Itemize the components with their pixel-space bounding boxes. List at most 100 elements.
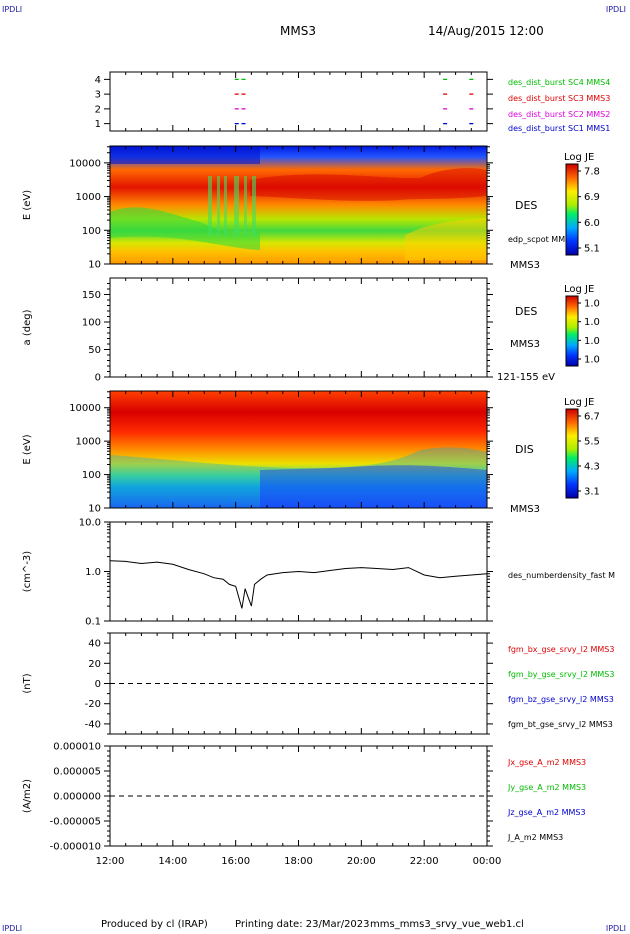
pitch-angle-colorbar-tick-label: 1.0 (584, 299, 600, 310)
des-spectrogram-band (250, 168, 487, 201)
des-colorbar (565, 163, 579, 256)
corner-label-br: IPDLI (605, 924, 626, 933)
des-colorbar-tick-label: 6.0 (584, 218, 600, 229)
dis-colorbar-tick-label: 5.5 (584, 437, 600, 448)
des-spectrogram-band (110, 146, 260, 164)
pitch-angle-colorbar-title: Log JE (564, 284, 594, 295)
des-energy-tick-label: 10000 (69, 158, 101, 169)
pitch-angle-panel-label: DES (515, 305, 537, 318)
magnetic-field-legend-entry: fgm_bz_gse_srvy_l2 MMS3 (508, 695, 614, 704)
magnetic-field-legend-entry: fgm_by_gse_srvy_l2 MMS3 (508, 670, 614, 679)
pitch-angle-tick-label: 100 (82, 318, 101, 329)
burst-y-tick-label: 1 (95, 119, 101, 130)
des-spacecraft-label: MMS3 (510, 260, 540, 271)
current-density-legend-entry: Jy_gse_A_m2 MMS3 (507, 783, 586, 792)
dis-colorbar-tick-label: 6.7 (584, 412, 600, 423)
magnetic-field-tick-label: -20 (85, 699, 101, 710)
burst-legend-entry: des_dist_burst SC3 MMS3 (508, 94, 610, 103)
time-axis-tick-label: 14:00 (158, 856, 187, 867)
pitch-angle-panel-frame (109, 277, 488, 378)
density-tick-label: 1.0 (85, 567, 101, 578)
magnetic-field-tick-label: 0 (95, 679, 101, 690)
des-colorbar-tick-label: 5.1 (584, 244, 600, 255)
dis-energy-tick-label: 100 (82, 470, 101, 481)
spacecraft-title: MMS3 (280, 24, 316, 38)
magnetic-field-tick-label: -40 (85, 719, 101, 730)
current-density-legend-entry: Jz_gse_A_m2 MMS3 (507, 808, 586, 817)
des-spectrogram-band (110, 207, 260, 250)
density-axis-label: (cm^-3) (22, 551, 33, 592)
current-density-tick-label: 0.000005 (53, 767, 101, 778)
des-spectrogram-stripe (217, 176, 220, 236)
corner-label-tl: IPDLI (2, 5, 23, 14)
des-spectrogram-stripe (252, 176, 256, 236)
magnetic-field-tick-label: 40 (88, 639, 101, 650)
pitch-angle-colorbar-tick-label: 1.0 (584, 355, 600, 366)
time-axis-tick-label: 22:00 (410, 856, 439, 867)
des-energy-axis-label: E (eV) (22, 190, 33, 220)
dis-colorbar-title: Log JE (564, 397, 594, 408)
burst-legend-entry: des_dist_burst SC4 MMS4 (508, 78, 610, 87)
time-axis-tick-label: 18:00 (284, 856, 313, 867)
dis-colorbar-tick-label: 3.1 (584, 487, 600, 498)
dis-colorbar-tick-label: 4.3 (584, 462, 600, 473)
pitch-angle-energy-range: 121-155 eV (497, 372, 555, 383)
des-energy-tick-label: 10 (88, 260, 101, 271)
corner-label-tr: IPDLI (605, 5, 626, 14)
dis-spectrogram-band (260, 465, 487, 508)
dis-energy-tick-label: 10 (88, 504, 101, 515)
dis-energy-tick-label: 10000 (69, 403, 101, 414)
pitch-angle-tick-label: 50 (88, 345, 101, 356)
des-spectrogram-band (405, 218, 487, 260)
des-spectrogram-stripe (234, 176, 239, 236)
corner-label-bl: IPDLI (2, 924, 23, 933)
time-axis-tick-label: 16:00 (221, 856, 250, 867)
des-panel-label: DES (515, 199, 537, 212)
current-density-axis-label: (A/m2) (22, 779, 33, 813)
footer-script-name: mms_mms3_srvy_vue_web1.cl (370, 919, 524, 930)
current-density-tick-label: 0.000000 (53, 792, 101, 803)
time-axis-tick-label: 20:00 (347, 856, 376, 867)
time-axis-tick-label: 12:00 (96, 856, 125, 867)
magnetic-field-tick-label: 20 (88, 659, 101, 670)
dis-spacecraft-label: MMS3 (510, 504, 540, 515)
des-colorbar-title: Log JE (564, 152, 594, 163)
dis-energy-tick-label: 1000 (76, 437, 101, 448)
pitch-angle-tick-label: 0 (95, 373, 101, 384)
dis-colorbar (565, 408, 579, 499)
density-tick-label: 0.1 (85, 617, 101, 628)
burst-y-tick-label: 4 (95, 75, 101, 86)
footer-print-date: Printing date: 23/Mar/2023 (235, 919, 370, 930)
magnetic-field-axis-label: (nT) (22, 673, 33, 693)
density-legend-entry: des_numberdensity_fast M (508, 571, 615, 580)
current-density-tick-label: 0.000010 (53, 742, 101, 753)
burst-y-tick-label: 2 (95, 104, 101, 115)
des-spectrogram-stripe (208, 176, 212, 236)
time-axis-tick-label: 00:00 (473, 856, 502, 867)
scpot-legend: edp_scpot MMS3 (508, 235, 575, 244)
des-colorbar-tick-label: 7.8 (584, 167, 600, 178)
burst-y-tick-label: 3 (95, 90, 101, 101)
des-energy-tick-label: 100 (82, 226, 101, 237)
dis-energy-spectrogram (110, 391, 487, 508)
magnetic-field-legend-entry: fgm_bt_gse_srvy_l2 MMS3 (508, 720, 613, 729)
burst-legend-entry: des_dist_burst SC1 MMS1 (508, 124, 610, 133)
des-energy-tick-label: 1000 (76, 192, 101, 203)
pitch-angle-colorbar-tick-label: 1.0 (584, 336, 600, 347)
des-spectrogram-stripe (224, 176, 227, 236)
pitch-angle-colorbar (565, 295, 579, 367)
current-density-tick-label: -0.000005 (50, 817, 101, 828)
current-density-legend-entry: Jx_gse_A_m2 MMS3 (507, 758, 586, 767)
current-density-tick-label: -0.000010 (50, 842, 101, 853)
des-spectrogram-stripe (244, 176, 247, 236)
des-colorbar-tick-label: 6.9 (584, 192, 600, 203)
dis-energy-axis-label: E (eV) (22, 434, 33, 464)
density-line (109, 560, 488, 609)
pitch-angle-colorbar-tick-label: 1.0 (584, 317, 600, 328)
current-density-legend-entry: J_A_m2 MMS3 (507, 833, 563, 842)
pitch-angle-spacecraft-label: MMS3 (510, 339, 540, 350)
date-title: 14/Aug/2015 12:00 (428, 24, 544, 38)
pitch-angle-axis-label: a (deg) (22, 309, 33, 345)
pitch-angle-tick-label: 150 (82, 290, 101, 301)
